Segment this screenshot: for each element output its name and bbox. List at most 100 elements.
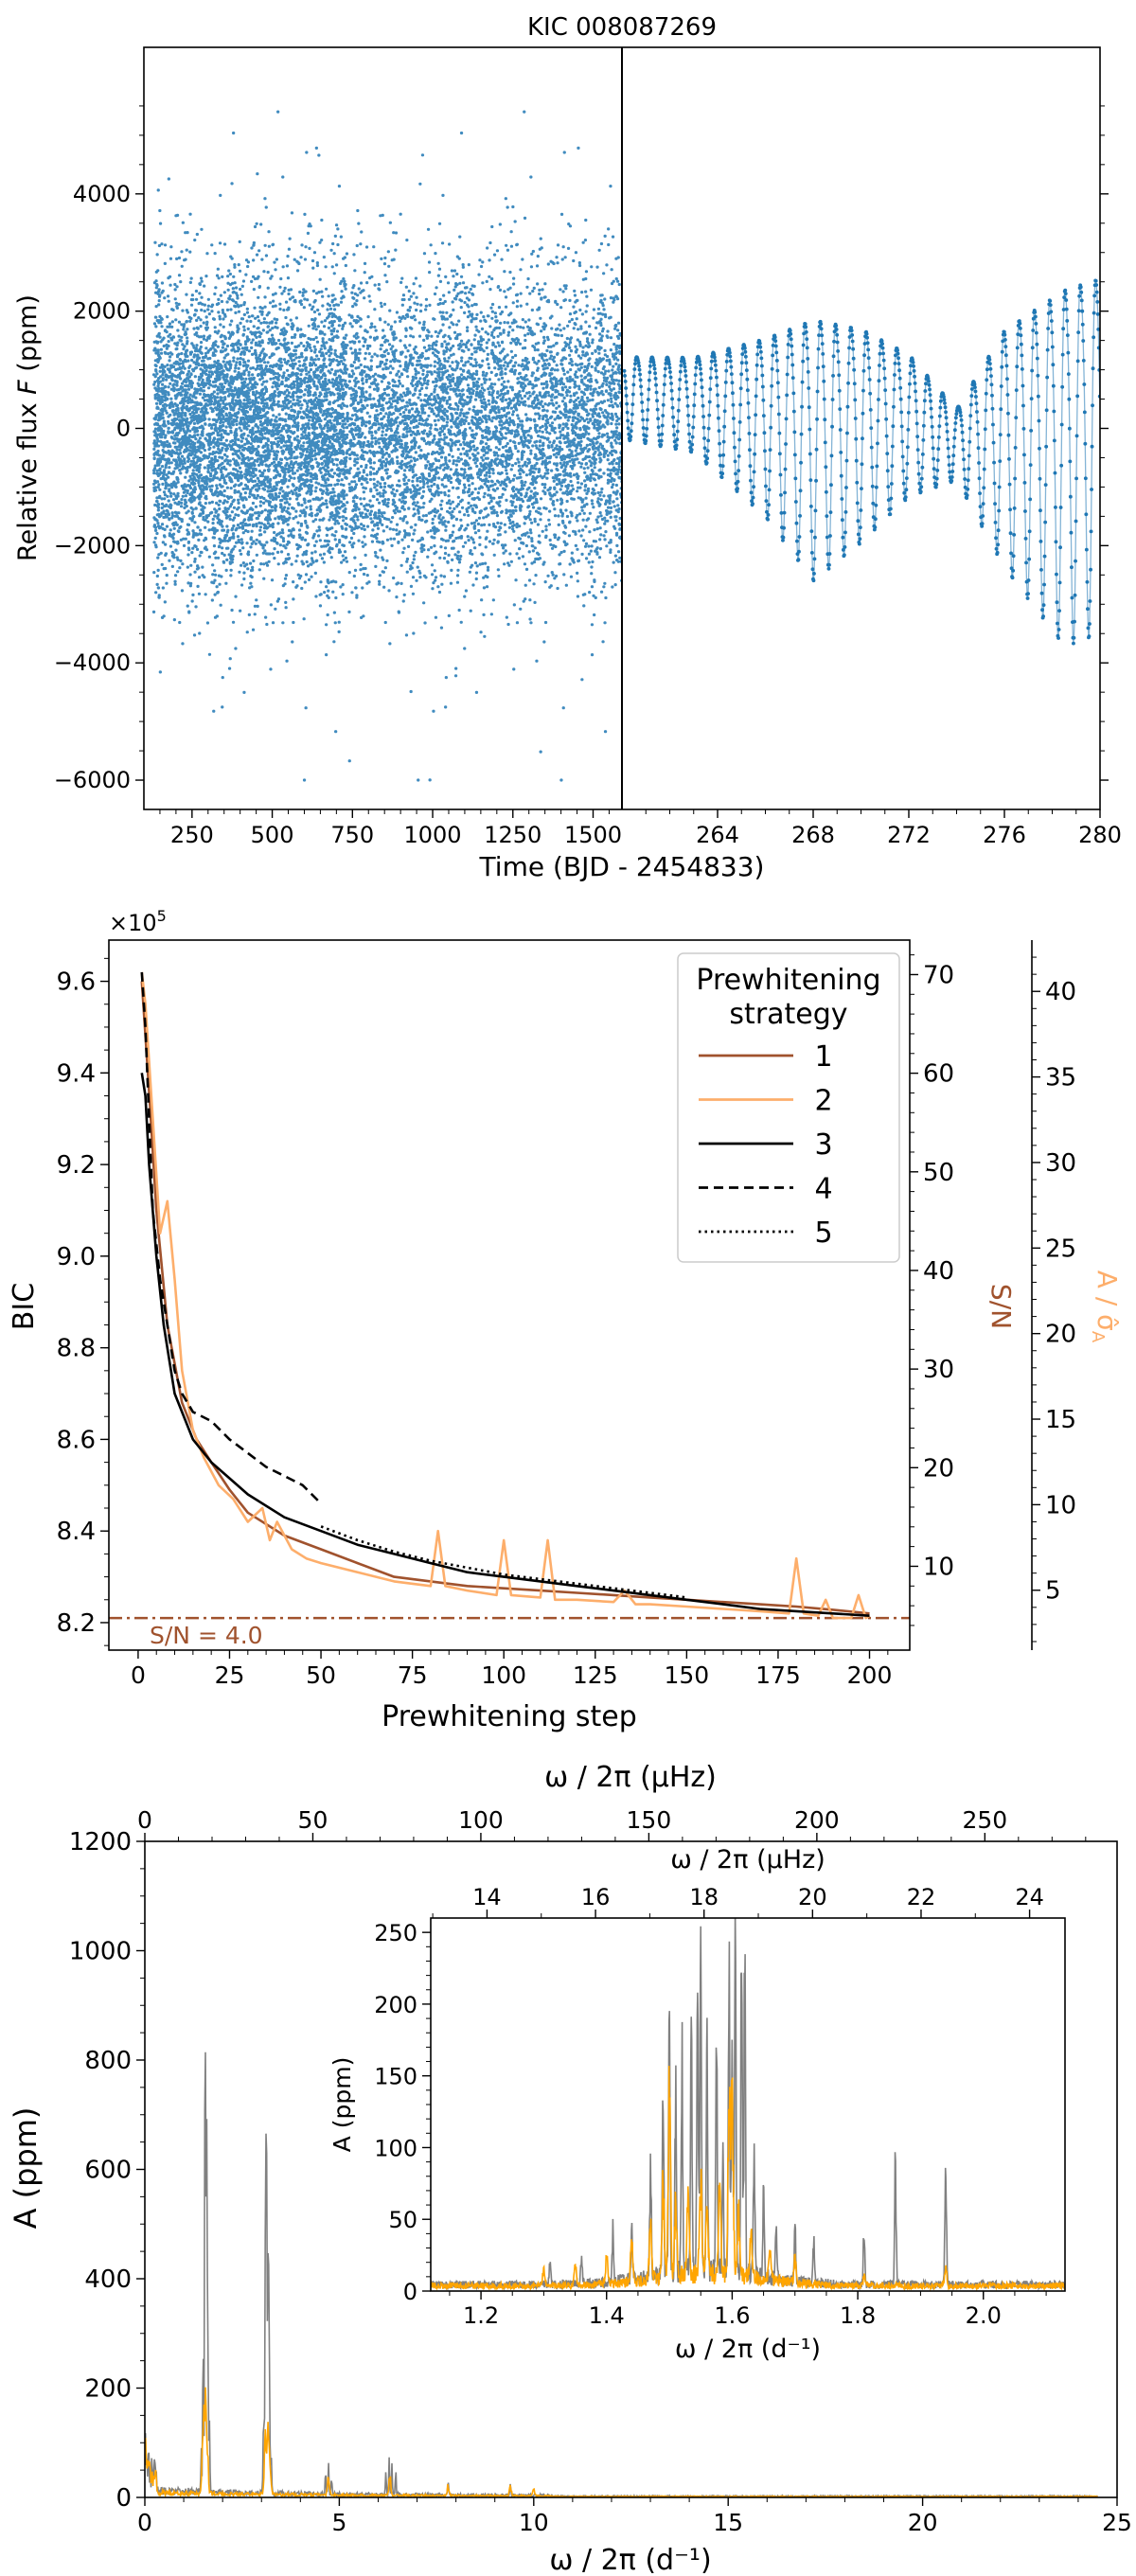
strategy-2-line bbox=[140, 971, 871, 1620]
light-curve-y-label: Relative flux F (ppm) bbox=[13, 294, 43, 561]
amp-tick-label: 10 bbox=[1045, 1491, 1076, 1519]
inset-data bbox=[431, 1918, 1065, 2291]
amp-tick-label: 20 bbox=[1045, 1321, 1076, 1349]
light-curve-full-points bbox=[151, 110, 622, 782]
bic-ticks: 0 25 50 75 100 125 150 175 2008.28.48.68.89.09.2… bbox=[57, 954, 1076, 1689]
light-curve-zoom-series bbox=[622, 278, 1100, 646]
light-curve-full-scatter bbox=[151, 110, 622, 782]
top-tick-label: 0 bbox=[137, 1806, 152, 1834]
bic-panel: 0 25 50 75 100 125 150 175 2008.28.48.68.89.09.2… bbox=[8, 907, 1123, 1733]
amp-tick-label: 15 bbox=[1045, 1406, 1076, 1434]
inset-y-tick-label: 200 bbox=[374, 1992, 417, 2018]
sn-tick-label: 60 bbox=[923, 1060, 954, 1089]
inset-background bbox=[431, 1918, 1065, 2291]
top-tick-label: 50 bbox=[298, 1806, 328, 1834]
amp-tick-label: 5 bbox=[1045, 1577, 1061, 1606]
light-curve-data bbox=[151, 110, 1100, 782]
inset-x-tick-label: 1.4 bbox=[589, 2302, 625, 2329]
x-tick-label: 272 bbox=[887, 822, 931, 848]
x-tick-label: 100 bbox=[481, 1661, 526, 1689]
spectrum-ticks: 0 5 10 15 20 250 50 100 150 200 250020040060080010… bbox=[69, 1806, 1132, 2536]
spectrum-panel: 0 5 10 15 20 250 50 100 150 200 250020040060080010… bbox=[8, 1761, 1132, 2576]
x-tick-label: 125 bbox=[573, 1661, 618, 1689]
x-tick-label: 276 bbox=[983, 822, 1026, 848]
x-tick-label: 264 bbox=[696, 822, 739, 848]
inset-y-tick-label: 100 bbox=[374, 2135, 417, 2161]
bic-series-group bbox=[109, 971, 910, 1620]
inset-x-tick-label: 1.6 bbox=[714, 2302, 750, 2329]
spectrum-series-group bbox=[145, 2052, 1098, 2497]
spectrum-data bbox=[145, 2052, 1098, 2497]
inset-y-label: A (ppm) bbox=[328, 2057, 356, 2153]
y-tick-label: 1000 bbox=[69, 1938, 132, 1966]
bic-frame bbox=[108, 939, 911, 1651]
amp-tick-label: 35 bbox=[1045, 1064, 1076, 1093]
x-tick-label: 250 bbox=[170, 822, 214, 848]
spectrum-residual-line bbox=[145, 2387, 1098, 2497]
inset-top-tick-label: 20 bbox=[798, 1884, 827, 1910]
strategy-5-line bbox=[320, 1525, 687, 1599]
light-curve-panel: KIC 008087269 250 500 750 1000 1250 1500 264 26… bbox=[13, 13, 1122, 882]
y-tick-label: 600 bbox=[84, 2157, 132, 2185]
y-tick-label: 8.8 bbox=[57, 1335, 96, 1363]
sn-tick-label: 20 bbox=[923, 1454, 954, 1483]
top-tick-label: 150 bbox=[627, 1806, 672, 1834]
y-tick-label: 2000 bbox=[73, 298, 131, 325]
x-tick-label: 25 bbox=[215, 1661, 245, 1689]
inset: 1.2 1.4 1.6 1.8 2.0 14 16 18 20 22 24 0 50 100 150 200 2… bbox=[328, 1845, 1066, 2364]
y-tick-label: 8.6 bbox=[57, 1426, 96, 1454]
light-curve-x-label: Time (BJD - 2454833) bbox=[479, 851, 765, 882]
inset-top-tick-label: 18 bbox=[689, 1884, 719, 1910]
inset-residual-line bbox=[431, 2066, 1065, 2291]
y-tick-label: 9.4 bbox=[57, 1059, 96, 1088]
y-tick-label: −6000 bbox=[54, 767, 131, 793]
x-tick-label: 1000 bbox=[403, 822, 461, 848]
legend-entry-label: 2 bbox=[814, 1085, 832, 1118]
legend-title-2: strategy bbox=[729, 998, 847, 1031]
legend-entry-label: 4 bbox=[814, 1173, 832, 1206]
inset-y-tick-label: 150 bbox=[374, 2064, 417, 2090]
sn-axis-label: S/N bbox=[985, 1284, 1017, 1329]
bic-y-label: BIC bbox=[8, 1283, 41, 1330]
inset-y-tick-label: 50 bbox=[388, 2207, 417, 2233]
x-tick-label: 1250 bbox=[484, 822, 541, 848]
spectrum-top-x-label: ω / 2π (μHz) bbox=[544, 1761, 717, 1794]
light-curve-zoom-line bbox=[623, 279, 1100, 644]
x-tick-label: 10 bbox=[519, 2509, 549, 2536]
y-tick-label: 8.4 bbox=[57, 1518, 96, 1546]
x-tick-label: 750 bbox=[330, 822, 374, 848]
y-tick-label: 9.2 bbox=[57, 1151, 96, 1180]
light-curve-ticks: 250 500 750 1000 1250 1500 264 268 272 276 280 −600… bbox=[54, 105, 1122, 848]
y-tick-label: 800 bbox=[84, 2047, 132, 2075]
legend-entry-label: 3 bbox=[814, 1128, 832, 1162]
top-tick-label: 250 bbox=[962, 1806, 1007, 1834]
x-tick-label: 150 bbox=[664, 1661, 709, 1689]
y-tick-label: 400 bbox=[84, 2265, 132, 2294]
x-tick-label: 0 bbox=[137, 2509, 152, 2536]
x-tick-label: 500 bbox=[251, 822, 294, 848]
spectrum-y-label: A (ppm) bbox=[8, 2107, 44, 2230]
inset-series-group bbox=[431, 1918, 1065, 2291]
y-tick-label: 4000 bbox=[73, 181, 131, 207]
x-tick-label: 25 bbox=[1102, 2509, 1132, 2536]
x-tick-label: 1500 bbox=[564, 822, 622, 848]
light-curve-zoom-points bbox=[622, 278, 1100, 646]
y-tick-label: −4000 bbox=[54, 649, 131, 676]
inset-x-tick-label: 2.0 bbox=[966, 2302, 1002, 2329]
x-tick-label: 0 bbox=[131, 1661, 146, 1689]
legend: Prewhitening strategy 1 2 3 4 5 bbox=[677, 952, 900, 1263]
sn-tick-label: 50 bbox=[923, 1159, 954, 1187]
y-tick-label: 9.0 bbox=[57, 1243, 96, 1271]
x-tick-label: 75 bbox=[398, 1661, 428, 1689]
inset-ticks: 1.2 1.4 1.6 1.8 2.0 14 16 18 20 22 24 0 50 100 150 200 2… bbox=[374, 1884, 1047, 2329]
bic-data bbox=[109, 971, 910, 1620]
x-tick-label: 20 bbox=[908, 2509, 938, 2536]
sn-tick-label: 10 bbox=[923, 1553, 954, 1581]
strategy-3-line bbox=[140, 1073, 870, 1617]
strategy-1-line bbox=[140, 981, 870, 1615]
x-tick-label: 175 bbox=[755, 1661, 801, 1689]
y-tick-label: −2000 bbox=[54, 532, 131, 559]
legend-entries: 1 2 3 4 5 bbox=[699, 1040, 833, 1250]
top-tick-label: 200 bbox=[794, 1806, 840, 1834]
legend-title: Prewhitening bbox=[696, 964, 880, 997]
